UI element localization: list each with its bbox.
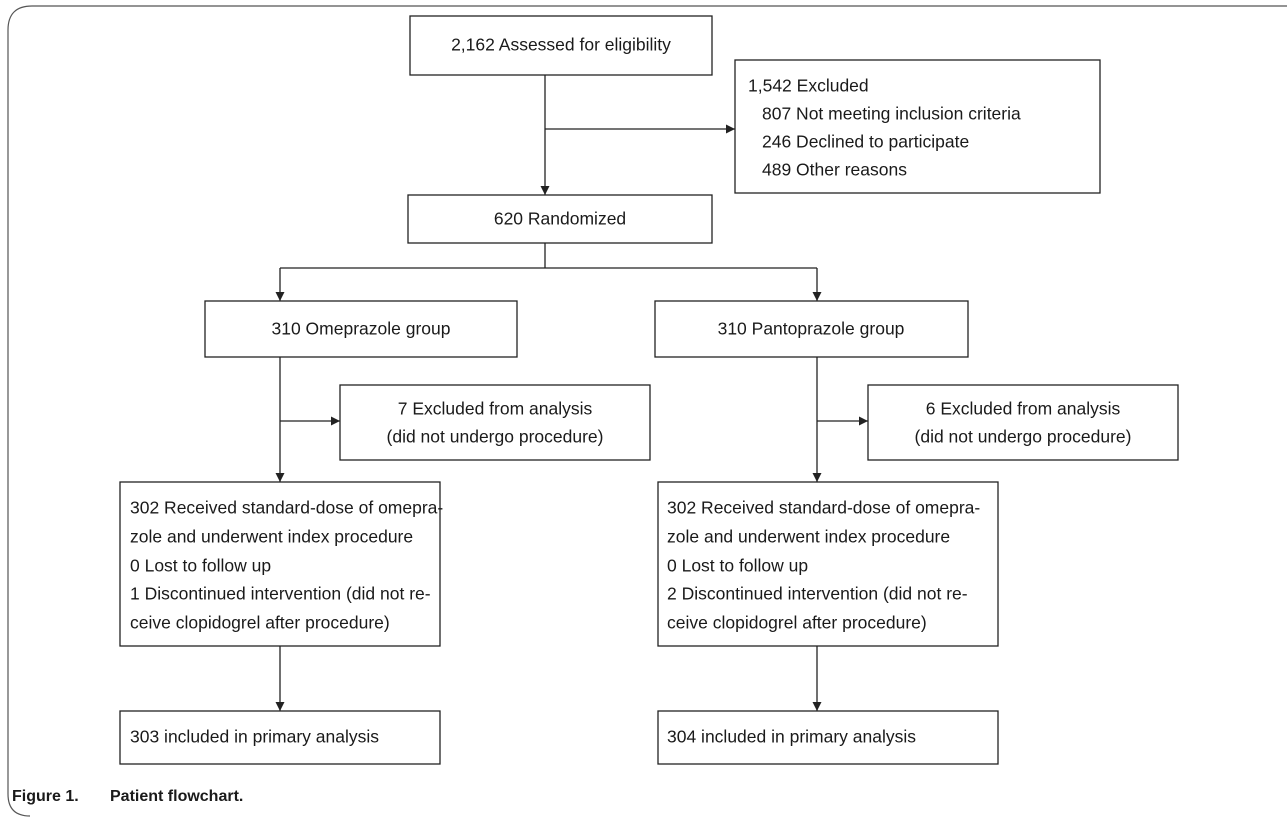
node-text: 246 Declined to participate xyxy=(762,132,969,152)
node-text: 2,162 Assessed for eligibility xyxy=(451,35,671,55)
node-text: ceive clopidogrel after procedure) xyxy=(130,613,390,633)
node-box xyxy=(339,384,651,461)
node-text: 310 Omeprazole group xyxy=(272,319,451,339)
node-box xyxy=(657,481,999,647)
node-text: 0 Lost to follow up xyxy=(130,556,271,576)
node-text: (did not undergo procedure) xyxy=(387,427,604,447)
node-text: 6 Excluded from analysis xyxy=(926,399,1121,419)
node-text: (did not undergo procedure) xyxy=(915,427,1132,447)
node-text: 0 Lost to follow up xyxy=(667,556,808,576)
connectors xyxy=(275,75,868,711)
node-box xyxy=(657,710,999,765)
node-text: 620 Randomized xyxy=(494,209,626,229)
node-box xyxy=(119,481,441,647)
node-text: zole and underwent index procedure xyxy=(667,527,950,547)
node-text: 2 Discontinued intervention (did not re- xyxy=(667,584,968,604)
node-text: 807 Not meeting inclusion criteria xyxy=(762,104,1021,124)
node-text: 1,542 Excluded xyxy=(748,76,869,96)
node-box xyxy=(407,194,713,244)
node-box xyxy=(734,59,1101,194)
node-text: 303 included in primary analysis xyxy=(130,727,379,747)
node-box xyxy=(409,15,713,76)
node-text: 1 Discontinued intervention (did not re- xyxy=(130,584,431,604)
figure-frame xyxy=(7,5,1287,817)
caption-label: Figure 1. xyxy=(12,788,79,805)
node-text: 7 Excluded from analysis xyxy=(398,399,593,419)
node-text: 304 included in primary analysis xyxy=(667,727,916,747)
node-box xyxy=(119,710,441,765)
node-box xyxy=(867,384,1179,461)
node-text: 302 Received standard-dose of omepra- xyxy=(130,498,443,518)
node-text: ceive clopidogrel after procedure) xyxy=(667,613,927,633)
node-text: 489 Other reasons xyxy=(762,160,907,180)
node-text: 310 Pantoprazole group xyxy=(718,319,905,339)
node-text: zole and underwent index procedure xyxy=(130,527,413,547)
caption-title: Patient flowchart. xyxy=(110,788,243,805)
node-box xyxy=(204,300,518,358)
node-box xyxy=(654,300,969,358)
node-text: 302 Received standard-dose of omepra- xyxy=(667,498,980,518)
